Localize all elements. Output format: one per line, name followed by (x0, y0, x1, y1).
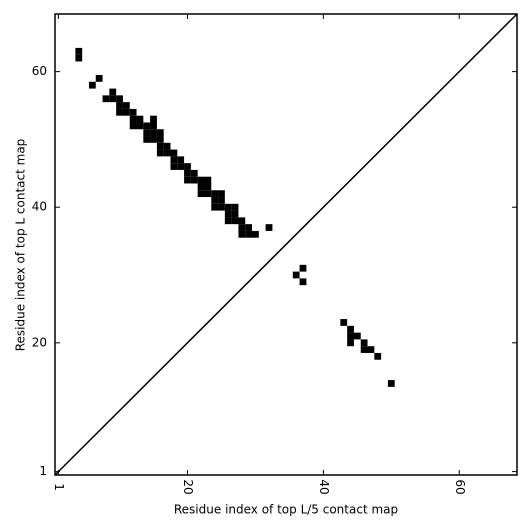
contact-cell (75, 47, 83, 55)
contact-cell (238, 217, 246, 225)
contact-cell (156, 149, 164, 157)
x-tick-label: 60 (453, 479, 467, 494)
contact-cell (102, 95, 110, 103)
contact-cell (360, 339, 368, 347)
contact-cell (245, 230, 253, 238)
contact-cell (170, 156, 178, 164)
contact-cell (265, 224, 273, 231)
contact-cell (252, 230, 259, 238)
contact-cell (340, 319, 348, 326)
contact-cell (238, 224, 246, 231)
contact-cell (231, 210, 239, 218)
contact-cell (109, 88, 117, 96)
contact-cell (150, 129, 157, 137)
contact-cell (204, 183, 212, 191)
contact-cell (122, 108, 130, 116)
x-tick-label: 40 (317, 479, 331, 494)
contact-cell (211, 190, 219, 198)
contact-cell (136, 122, 144, 130)
contact-cell (299, 264, 307, 272)
contact-cell (387, 380, 395, 387)
contact-cell (150, 136, 157, 143)
contact-cell (150, 115, 157, 123)
contact-cell (163, 142, 171, 150)
contact-cell (75, 54, 83, 62)
contact-cell (170, 163, 178, 170)
contact-cell (116, 95, 123, 103)
y-tick-label: 60 (32, 64, 47, 78)
contact-cell (184, 169, 191, 177)
contact-cell (292, 271, 300, 279)
contact-cell (143, 129, 151, 137)
x-axis-label: Residue index of top L/5 contact map (174, 503, 398, 517)
contact-cell (116, 102, 123, 109)
contact-cell (129, 108, 137, 116)
contact-cell (374, 352, 382, 360)
contact-cell (170, 149, 178, 157)
contact-cell (156, 142, 164, 150)
x-tick-label: 1 (52, 483, 66, 491)
contact-cell (88, 81, 96, 89)
contact-cell (156, 129, 164, 137)
contact-cell (197, 183, 205, 191)
contact-cell (95, 75, 103, 82)
contact-cell (184, 163, 191, 170)
contact-cell (238, 230, 246, 238)
contact-cell (245, 224, 253, 231)
contact-cell (360, 346, 368, 353)
contact-cell (190, 176, 198, 184)
contact-cell (299, 278, 307, 286)
contact-cell (218, 190, 225, 198)
contact-cell (129, 115, 137, 123)
contact-cell (163, 149, 171, 157)
y-tick-label: 1 (39, 464, 47, 478)
contact-cell (197, 176, 205, 184)
contact-cell (347, 325, 354, 333)
contact-cell (231, 217, 239, 225)
contact-cell (122, 102, 130, 109)
contact-cell (129, 122, 137, 130)
contact-cell (218, 203, 225, 211)
contact-cell (224, 217, 232, 225)
contact-cell (367, 346, 375, 353)
y-axis-label: Residue index of top L contact map (14, 139, 28, 352)
contact-cell (197, 190, 205, 198)
contact-cell (156, 136, 164, 143)
contact-cell (177, 156, 185, 164)
y-tick-label: 20 (32, 335, 47, 349)
contact-cell (143, 136, 151, 143)
contact-cell (204, 176, 212, 184)
contact-cell (231, 203, 239, 211)
contact-cell (211, 197, 219, 204)
y-tick-label: 40 (32, 200, 47, 214)
diagonal-line (54, 13, 518, 476)
contact-cell (136, 115, 144, 123)
contact-cell (347, 332, 354, 340)
contact-cell (150, 122, 157, 130)
contact-cell (143, 122, 151, 130)
plot-frame (54, 13, 518, 476)
contact-cell (190, 169, 198, 177)
contact-cell (184, 176, 191, 184)
contact-cell (116, 108, 123, 116)
contact-cell (224, 203, 232, 211)
contact-cell (224, 210, 232, 218)
contact-cell (353, 332, 361, 340)
contact-cell (177, 163, 185, 170)
contact-cell (109, 95, 117, 103)
contact-cell (347, 339, 354, 347)
contact-cell (204, 190, 212, 198)
contact-cell (211, 203, 219, 211)
contact-cell (218, 197, 225, 204)
x-tick-label: 20 (181, 479, 195, 494)
